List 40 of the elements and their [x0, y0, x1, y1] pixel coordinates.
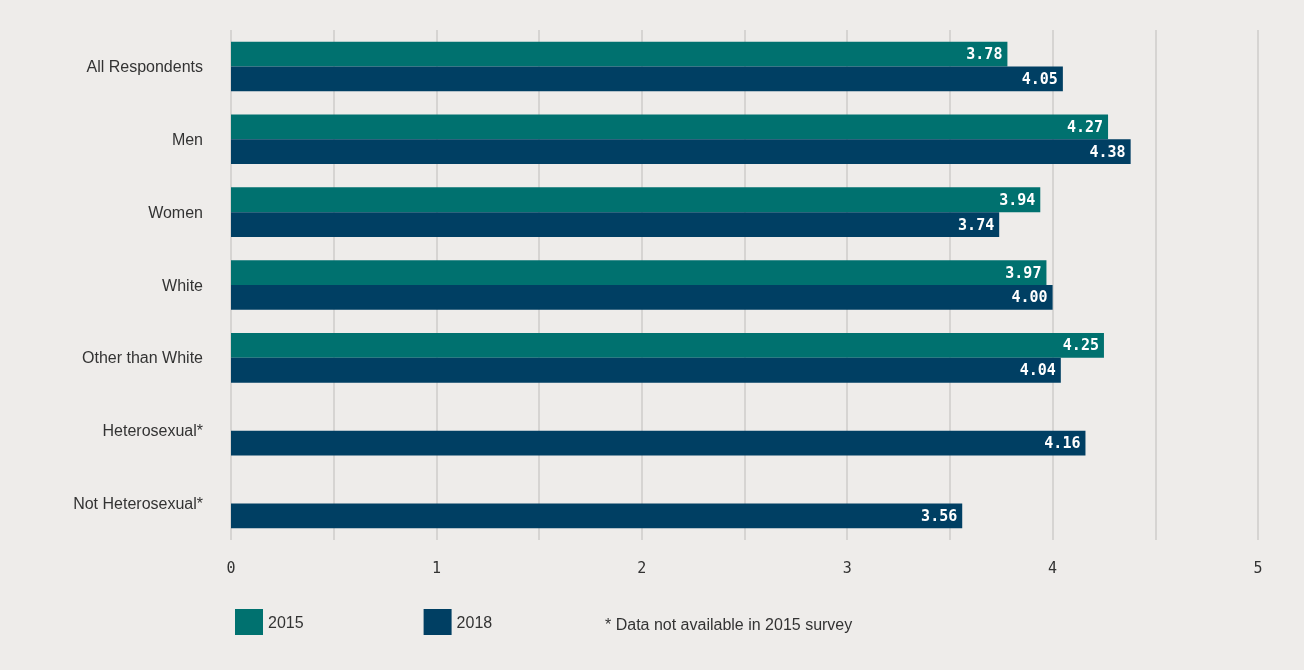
y-tick-label: Women — [148, 203, 203, 221]
bar — [231, 285, 1053, 310]
bar — [231, 430, 1086, 456]
text: * Data not available in 2015 survey — [605, 615, 853, 633]
bar — [231, 66, 1063, 92]
x-tick-label: 0 — [226, 558, 236, 577]
legend-label: 2018 — [456, 613, 493, 631]
x-tick-label: 3 — [842, 558, 852, 577]
bar — [231, 139, 1131, 165]
legend-label: 2015 — [268, 613, 304, 631]
data-label: 4.25 — [1062, 336, 1099, 355]
data-label: 3.78 — [966, 45, 1003, 64]
bar — [231, 503, 963, 529]
bar — [231, 212, 1000, 237]
y-tick-label: Heterosexual* — [102, 422, 203, 440]
data-label: 4.27 — [1066, 117, 1104, 136]
y-tick-label: Men — [171, 130, 203, 148]
data-label: 4.04 — [1019, 361, 1056, 380]
data-label: 4.00 — [1011, 288, 1048, 307]
data-label: 4.05 — [1021, 69, 1058, 88]
x-tick-label: 5 — [1253, 558, 1263, 577]
bar — [231, 357, 1061, 383]
data-label: 3.94 — [999, 190, 1036, 209]
bar — [231, 260, 1047, 285]
x-tick-label: 1 — [431, 558, 441, 577]
data-label: 3.56 — [921, 506, 958, 525]
y-tick-label: Other than White — [82, 349, 204, 367]
data-label: 3.74 — [958, 215, 995, 234]
bar — [231, 41, 1008, 67]
x-tick-label: 4 — [1048, 558, 1058, 577]
data-label: 4.16 — [1044, 434, 1081, 453]
bar — [231, 114, 1109, 140]
bar — [231, 187, 1041, 213]
bar — [231, 333, 1104, 358]
data-label: 4.38 — [1089, 142, 1126, 161]
data-label: 3.97 — [1005, 263, 1042, 282]
x-tick-label: 2 — [637, 558, 647, 577]
y-tick-label: White — [162, 276, 204, 294]
y-tick-label: All Respondents — [86, 57, 203, 75]
y-tick-label: Not Heterosexual* — [73, 495, 203, 513]
